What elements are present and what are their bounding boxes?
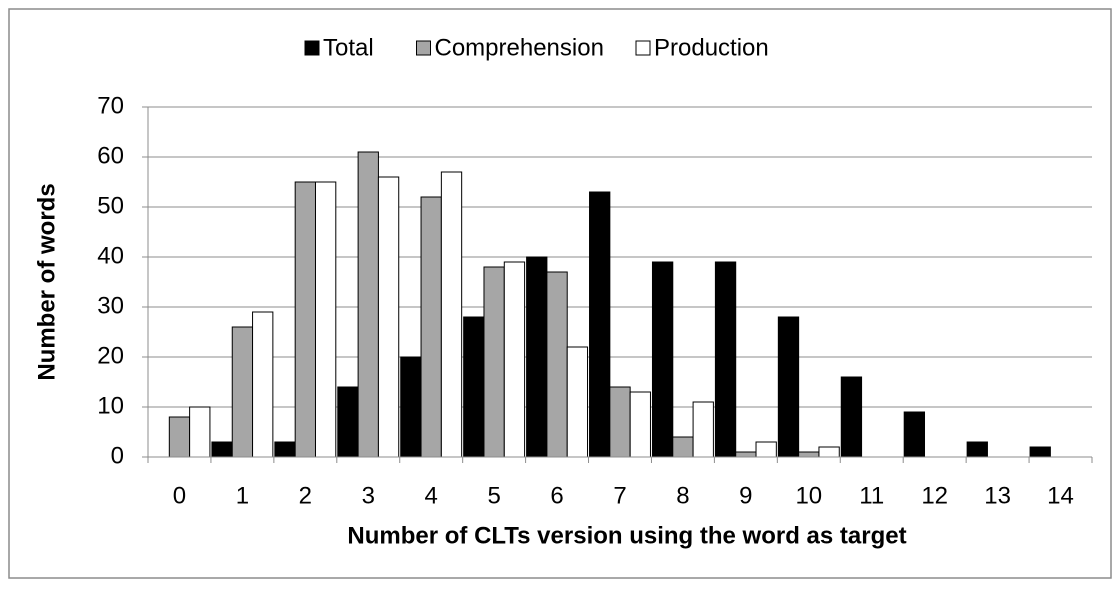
bar <box>840 376 863 458</box>
bar <box>609 386 631 458</box>
x-tick-label: 3 <box>362 482 375 509</box>
x-tick-label: 7 <box>613 482 626 509</box>
bar <box>189 406 211 458</box>
y-tick-label: 40 <box>97 242 124 269</box>
x-tick-label: 9 <box>739 482 752 509</box>
bar <box>735 451 757 458</box>
bar <box>966 441 988 458</box>
bar <box>314 181 337 458</box>
x-tick-label: 5 <box>487 482 500 509</box>
bar <box>252 311 274 458</box>
bar <box>211 441 233 458</box>
x-tick-label: 6 <box>550 482 563 509</box>
bar <box>651 261 674 458</box>
y-tick-label: 70 <box>97 92 124 119</box>
x-tick-label: 10 <box>795 482 822 509</box>
x-axis-label: Number of CLTs version using the word as… <box>347 522 906 549</box>
bar <box>483 266 505 458</box>
bar <box>777 316 800 458</box>
bar <box>440 171 463 458</box>
legend-swatch <box>416 40 431 56</box>
x-tick-label: 12 <box>921 482 948 509</box>
bar <box>274 441 296 458</box>
bar <box>755 441 777 458</box>
bar <box>526 256 548 458</box>
bar <box>294 181 316 458</box>
bar <box>337 386 359 458</box>
y-tick-label: 50 <box>97 192 124 219</box>
y-tick-label: 30 <box>97 292 124 319</box>
x-tick-label: 2 <box>299 482 312 509</box>
bar <box>400 356 422 458</box>
x-tick-label: 8 <box>676 482 689 509</box>
bar <box>463 316 485 458</box>
bar <box>377 176 400 458</box>
y-axis-label: Number of words <box>33 183 60 380</box>
x-tick-label: 1 <box>236 482 249 509</box>
bar <box>798 451 820 458</box>
legend-label: Comprehension <box>435 34 604 61</box>
y-tick-label: 20 <box>97 342 124 369</box>
legend-swatch <box>635 40 651 56</box>
x-tick-label: 13 <box>984 482 1011 509</box>
x-tick-label: 0 <box>173 482 186 509</box>
bar <box>503 261 526 458</box>
bar <box>672 436 694 458</box>
x-tick-label: 4 <box>425 482 438 509</box>
y-tick-label: 60 <box>97 142 124 169</box>
y-tick-label: 10 <box>97 392 124 419</box>
x-tick-label: 11 <box>859 482 884 509</box>
x-tick-label: 14 <box>1047 482 1074 509</box>
bar <box>714 261 737 458</box>
bar <box>566 346 589 458</box>
bar <box>231 326 254 458</box>
bar <box>546 271 568 458</box>
bar <box>168 416 191 458</box>
legend-label: Total <box>323 34 374 61</box>
bar <box>1029 446 1051 458</box>
bar <box>420 196 442 458</box>
bar <box>903 411 926 458</box>
bar <box>818 446 840 458</box>
y-tick-label: 0 <box>111 442 124 469</box>
legend-swatch <box>304 40 320 56</box>
bar <box>589 191 611 458</box>
bar <box>357 151 379 458</box>
bar <box>629 391 651 458</box>
legend-label: Production <box>654 34 769 61</box>
bar <box>692 401 714 458</box>
